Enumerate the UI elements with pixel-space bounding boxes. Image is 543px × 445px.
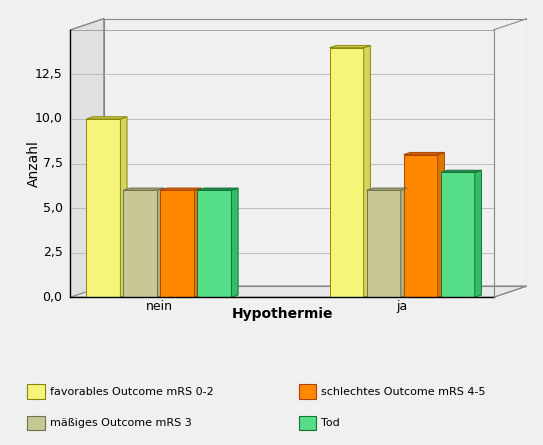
Polygon shape bbox=[441, 173, 475, 297]
Polygon shape bbox=[367, 190, 401, 297]
Polygon shape bbox=[330, 45, 370, 48]
Polygon shape bbox=[123, 188, 164, 190]
Polygon shape bbox=[441, 170, 482, 173]
Polygon shape bbox=[198, 188, 238, 190]
Polygon shape bbox=[367, 188, 407, 190]
Polygon shape bbox=[198, 190, 231, 297]
Text: mäßiges Outcome mRS 3: mäßiges Outcome mRS 3 bbox=[50, 418, 192, 428]
Polygon shape bbox=[71, 19, 104, 297]
Polygon shape bbox=[71, 286, 527, 297]
Polygon shape bbox=[403, 155, 438, 297]
Polygon shape bbox=[194, 188, 201, 297]
Polygon shape bbox=[86, 119, 121, 297]
Polygon shape bbox=[157, 188, 164, 297]
Text: schlechtes Outcome mRS 4-5: schlechtes Outcome mRS 4-5 bbox=[321, 387, 486, 396]
Polygon shape bbox=[403, 152, 444, 155]
Text: 2,5: 2,5 bbox=[43, 246, 62, 259]
Polygon shape bbox=[364, 45, 370, 297]
Text: Anzahl: Anzahl bbox=[27, 140, 40, 187]
Text: Tod: Tod bbox=[321, 418, 340, 428]
Polygon shape bbox=[123, 190, 157, 297]
Polygon shape bbox=[330, 48, 364, 297]
Polygon shape bbox=[121, 117, 127, 297]
Text: 7,5: 7,5 bbox=[42, 157, 62, 170]
Polygon shape bbox=[401, 188, 407, 297]
Polygon shape bbox=[475, 170, 482, 297]
Text: nein: nein bbox=[146, 300, 172, 313]
Text: 12,5: 12,5 bbox=[35, 68, 62, 81]
Polygon shape bbox=[160, 188, 201, 190]
Polygon shape bbox=[231, 188, 238, 297]
Text: 10,0: 10,0 bbox=[35, 113, 62, 125]
Polygon shape bbox=[160, 190, 194, 297]
Text: favorables Outcome mRS 0-2: favorables Outcome mRS 0-2 bbox=[50, 387, 214, 396]
Text: ja: ja bbox=[396, 300, 408, 313]
Polygon shape bbox=[86, 117, 127, 119]
Text: 5,0: 5,0 bbox=[42, 202, 62, 214]
Text: Hypothermie: Hypothermie bbox=[231, 307, 333, 321]
Polygon shape bbox=[438, 152, 444, 297]
Text: 0,0: 0,0 bbox=[42, 291, 62, 304]
